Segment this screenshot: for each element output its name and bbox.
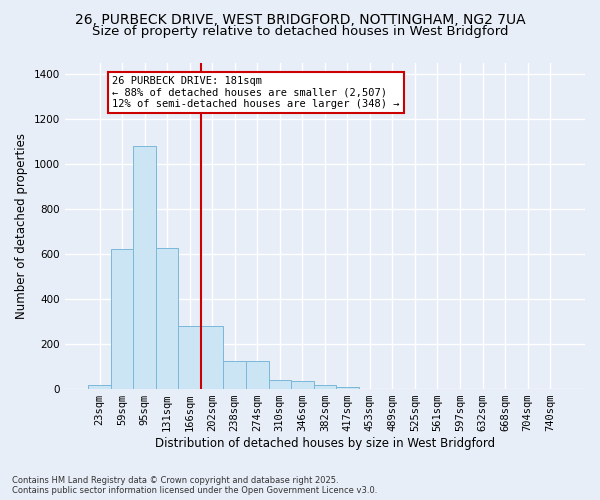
Bar: [291, 381, 314, 389]
Text: 26 PURBECK DRIVE: 181sqm
← 88% of detached houses are smaller (2,507)
12% of sem: 26 PURBECK DRIVE: 181sqm ← 88% of detach…: [112, 76, 400, 109]
Bar: [156, 248, 178, 389]
Bar: [201, 326, 223, 389]
Bar: [223, 361, 246, 389]
Bar: [111, 250, 133, 389]
Text: 26, PURBECK DRIVE, WEST BRIDGFORD, NOTTINGHAM, NG2 7UA: 26, PURBECK DRIVE, WEST BRIDGFORD, NOTTI…: [74, 12, 526, 26]
Bar: [246, 361, 269, 389]
Bar: [88, 384, 111, 389]
X-axis label: Distribution of detached houses by size in West Bridgford: Distribution of detached houses by size …: [155, 437, 495, 450]
Y-axis label: Number of detached properties: Number of detached properties: [15, 133, 28, 319]
Text: Contains HM Land Registry data © Crown copyright and database right 2025.
Contai: Contains HM Land Registry data © Crown c…: [12, 476, 377, 495]
Bar: [178, 326, 201, 389]
Text: Size of property relative to detached houses in West Bridgford: Size of property relative to detached ho…: [92, 25, 508, 38]
Bar: [336, 388, 359, 389]
Bar: [133, 146, 156, 389]
Bar: [269, 380, 291, 389]
Bar: [314, 384, 336, 389]
